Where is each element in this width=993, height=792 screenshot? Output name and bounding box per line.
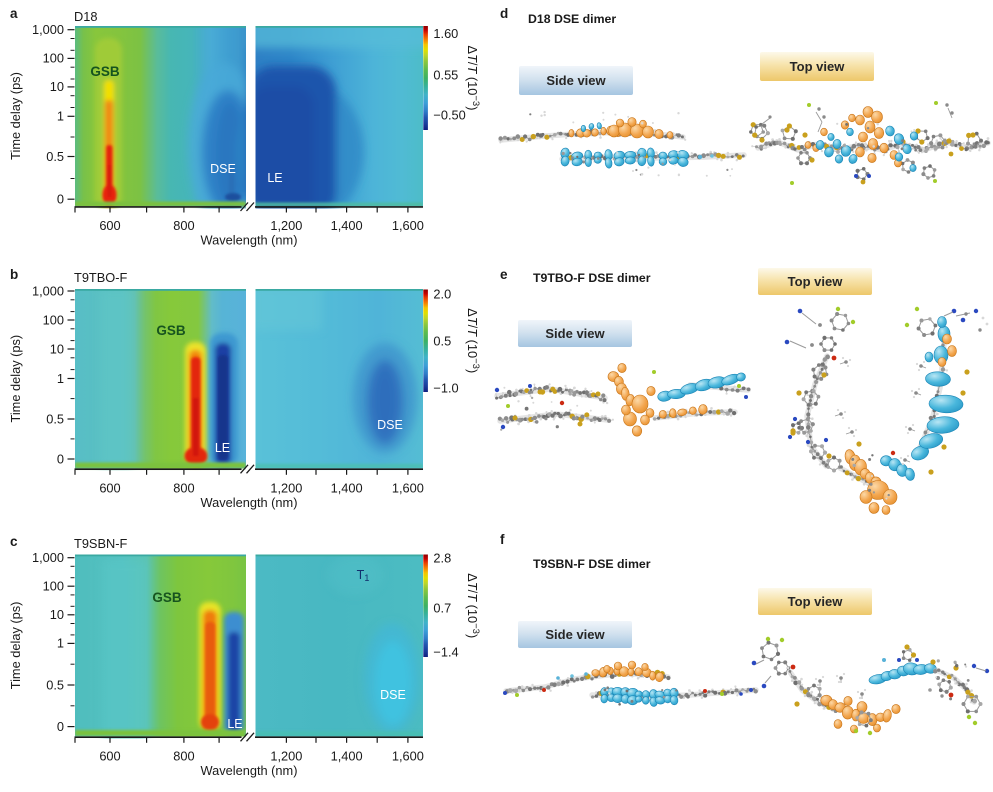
svg-text:−1.0: −1.0 — [433, 380, 458, 395]
svg-text:D18: D18 — [74, 9, 97, 24]
svg-text:800: 800 — [173, 218, 194, 233]
svg-text:DSE: DSE — [210, 162, 236, 176]
svg-text:0.5: 0.5 — [46, 411, 64, 426]
svg-text:Top view: Top view — [788, 594, 844, 609]
svg-text:1: 1 — [57, 109, 64, 124]
svg-text:T9SBN-F: T9SBN-F — [74, 536, 128, 551]
svg-text:600: 600 — [99, 218, 120, 233]
svg-text:600: 600 — [99, 748, 120, 763]
svg-text:c: c — [10, 534, 18, 549]
svg-text:1,000: 1,000 — [32, 22, 64, 37]
svg-text:2.0: 2.0 — [433, 286, 451, 301]
svg-text:1,000: 1,000 — [32, 550, 64, 565]
svg-text:Time delay (ps): Time delay (ps) — [8, 72, 23, 160]
svg-text:1,200: 1,200 — [270, 748, 302, 763]
svg-text:LE: LE — [227, 717, 242, 731]
svg-text:Wavelength (nm): Wavelength (nm) — [201, 763, 298, 778]
svg-text:0: 0 — [57, 192, 64, 207]
svg-text:GSB: GSB — [152, 590, 182, 605]
svg-text:0: 0 — [57, 451, 64, 466]
svg-text:Wavelength (nm): Wavelength (nm) — [201, 495, 298, 510]
svg-text:DSE: DSE — [377, 418, 403, 432]
svg-text:d: d — [500, 6, 508, 21]
svg-text:10: 10 — [50, 607, 64, 622]
svg-text:800: 800 — [173, 748, 194, 763]
svg-text:Side view: Side view — [545, 326, 605, 341]
svg-text:−0.50: −0.50 — [433, 108, 465, 123]
svg-text:e: e — [500, 267, 508, 282]
svg-text:100: 100 — [43, 579, 64, 594]
svg-text:Side view: Side view — [546, 73, 606, 88]
svg-text:LE: LE — [215, 441, 230, 455]
svg-text:10: 10 — [50, 341, 64, 356]
svg-text:ΔT/T (10−3): ΔT/T (10−3) — [465, 573, 482, 638]
svg-text:1,400: 1,400 — [331, 218, 363, 233]
svg-text:ΔT/T (10−3): ΔT/T (10−3) — [465, 308, 482, 373]
svg-text:Time delay (ps): Time delay (ps) — [8, 602, 23, 690]
svg-text:800: 800 — [173, 480, 194, 495]
svg-text:0.5: 0.5 — [46, 677, 64, 692]
svg-text:1: 1 — [57, 371, 64, 386]
svg-text:Top view: Top view — [790, 59, 846, 74]
svg-text:1.60: 1.60 — [433, 26, 458, 41]
svg-text:600: 600 — [99, 480, 120, 495]
svg-text:a: a — [10, 6, 18, 21]
svg-text:D18 DSE dimer: D18 DSE dimer — [528, 12, 616, 26]
svg-text:1,400: 1,400 — [331, 480, 363, 495]
svg-text:Side view: Side view — [545, 627, 605, 642]
svg-text:1: 1 — [57, 636, 64, 651]
svg-text:0: 0 — [57, 719, 64, 734]
svg-text:T9SBN-F DSE dimer: T9SBN-F DSE dimer — [533, 557, 651, 571]
svg-text:0.55: 0.55 — [433, 67, 458, 82]
svg-text:T9TBO-F DSE dimer: T9TBO-F DSE dimer — [533, 271, 651, 285]
svg-text:Wavelength (nm): Wavelength (nm) — [201, 233, 298, 248]
svg-text:LE: LE — [267, 171, 282, 185]
svg-text:1,200: 1,200 — [270, 480, 302, 495]
svg-text:100: 100 — [43, 51, 64, 66]
svg-text:1,200: 1,200 — [270, 218, 302, 233]
svg-text:2.8: 2.8 — [433, 550, 451, 565]
svg-text:T9TBO-F: T9TBO-F — [74, 270, 128, 285]
svg-text:1,000: 1,000 — [32, 283, 64, 298]
svg-text:−1.4: −1.4 — [433, 644, 458, 659]
svg-text:GSB: GSB — [156, 323, 186, 338]
svg-text:0.5: 0.5 — [46, 149, 64, 164]
svg-text:0.5: 0.5 — [433, 334, 451, 349]
svg-text:1,400: 1,400 — [331, 748, 363, 763]
svg-text:0.7: 0.7 — [433, 600, 451, 615]
svg-text:10: 10 — [50, 79, 64, 94]
svg-text:b: b — [10, 267, 18, 282]
svg-text:DSE: DSE — [380, 688, 406, 702]
svg-text:100: 100 — [43, 312, 64, 327]
svg-text:Top view: Top view — [788, 274, 844, 289]
svg-text:ΔT/T (10−3): ΔT/T (10−3) — [465, 46, 482, 111]
svg-text:1,600: 1,600 — [392, 748, 424, 763]
svg-text:1,600: 1,600 — [392, 218, 424, 233]
svg-text:GSB: GSB — [90, 64, 120, 79]
svg-text:f: f — [500, 532, 505, 547]
svg-text:1,600: 1,600 — [392, 480, 424, 495]
svg-text:Time delay (ps): Time delay (ps) — [8, 335, 23, 423]
